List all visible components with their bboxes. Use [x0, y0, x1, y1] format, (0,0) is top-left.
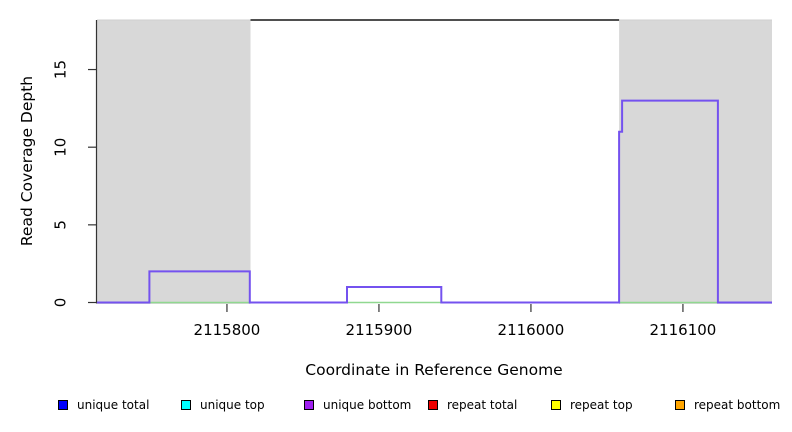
unique-coverage-step-line — [97, 99, 772, 304]
x-tick-label: 2116000 — [498, 321, 565, 339]
legend-swatch-repeat-bottom — [675, 400, 685, 410]
legend-label-repeat-bottom: repeat bottom — [694, 398, 781, 412]
legend-item-unique-total: unique total — [58, 398, 149, 412]
legend-item-repeat-top: repeat top — [551, 398, 633, 412]
legend-item-unique-bottom: unique bottom — [304, 398, 411, 412]
legend-item-repeat-total: repeat total — [428, 398, 517, 412]
right-shaded-region — [619, 20, 772, 304]
legend-label-repeat-total: repeat total — [447, 398, 518, 412]
legend-label-unique-total: unique total — [77, 398, 150, 412]
x-axis-label: Coordinate in Reference Genome — [305, 361, 563, 379]
legend-label-unique-top: unique top — [200, 398, 265, 412]
legend-swatch-repeat-top — [551, 400, 561, 410]
legend-swatch-unique-top — [181, 400, 191, 410]
x-tick-label: 2115800 — [194, 321, 261, 339]
legend-swatch-repeat-total — [428, 400, 438, 410]
legend-label-repeat-top: repeat top — [570, 398, 633, 412]
legend-item-repeat-bottom: repeat bottom — [675, 398, 780, 412]
legend: unique total unique top unique bottom re… — [0, 398, 792, 418]
y-tick-label: 15 — [52, 60, 70, 79]
y-axis-label: Read Coverage Depth — [18, 75, 36, 247]
x-tick-label: 2116100 — [650, 321, 717, 339]
y-tick-label: 10 — [52, 138, 70, 157]
legend-swatch-unique-bottom — [304, 400, 314, 410]
legend-swatch-unique-total — [58, 400, 68, 410]
left-shaded-region — [97, 20, 251, 304]
legend-item-unique-top: unique top — [181, 398, 265, 412]
y-tick-label: 0 — [52, 298, 70, 308]
x-tick-label: 2115900 — [346, 321, 413, 339]
legend-label-unique-bottom: unique bottom — [323, 398, 412, 412]
y-tick-label: 5 — [52, 220, 70, 230]
